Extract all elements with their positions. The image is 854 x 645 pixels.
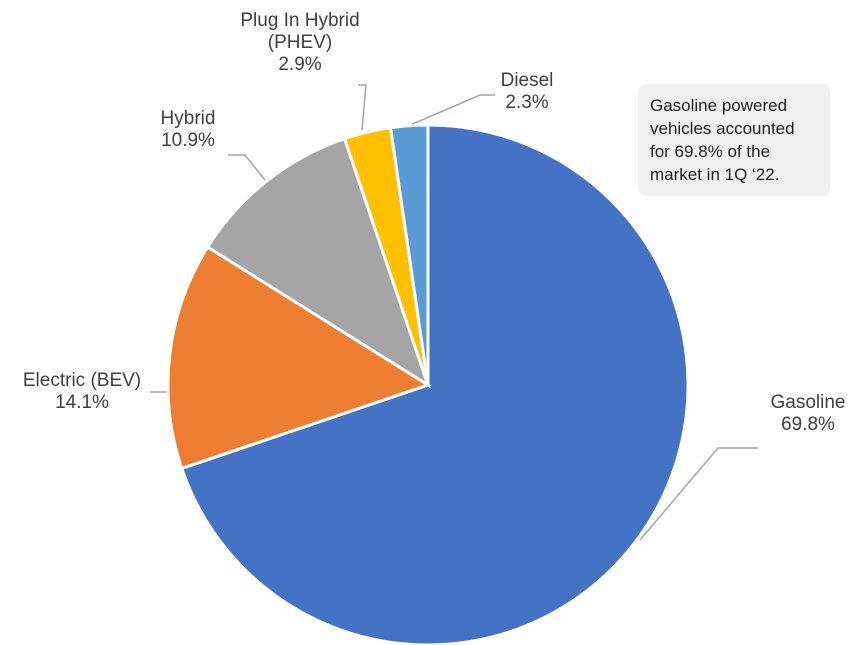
slice-name: Plug In Hybrid (PHEV): [240, 10, 360, 53]
pie-slice: [388, 123, 430, 386]
leader-lines: [150, 84, 758, 541]
slice-label: Plug In Hybrid (PHEV) 2.9%: [225, 10, 375, 76]
slice-label: Diesel 2.3%: [467, 70, 587, 114]
pie-slice: [205, 136, 431, 389]
slice-label: Hybrid 10.9%: [128, 108, 248, 152]
slice-value: 2.9%: [278, 54, 322, 75]
slice-name: Diesel: [500, 70, 554, 91]
slice-label: Electric (BEV) 14.1%: [0, 370, 164, 414]
leader-line: [407, 94, 495, 127]
slice-value: 14.1%: [55, 392, 109, 413]
slice-name: Hybrid: [160, 108, 216, 129]
leader-line: [639, 447, 758, 541]
annotation: Gasoline powered vehicles accounted for …: [638, 84, 830, 196]
leader-line: [228, 154, 266, 181]
slice-value: 10.9%: [161, 130, 215, 151]
slice-name: Gasoline: [770, 392, 846, 413]
pie-slice: [166, 244, 432, 471]
slice-name: Electric (BEV): [22, 370, 142, 391]
leader-line: [358, 84, 367, 131]
slice-value: 2.3%: [505, 92, 549, 113]
slice-label: Gasoline 69.8%: [748, 392, 854, 436]
pie-slice: [179, 123, 690, 645]
slice-value: 69.8%: [781, 414, 835, 435]
